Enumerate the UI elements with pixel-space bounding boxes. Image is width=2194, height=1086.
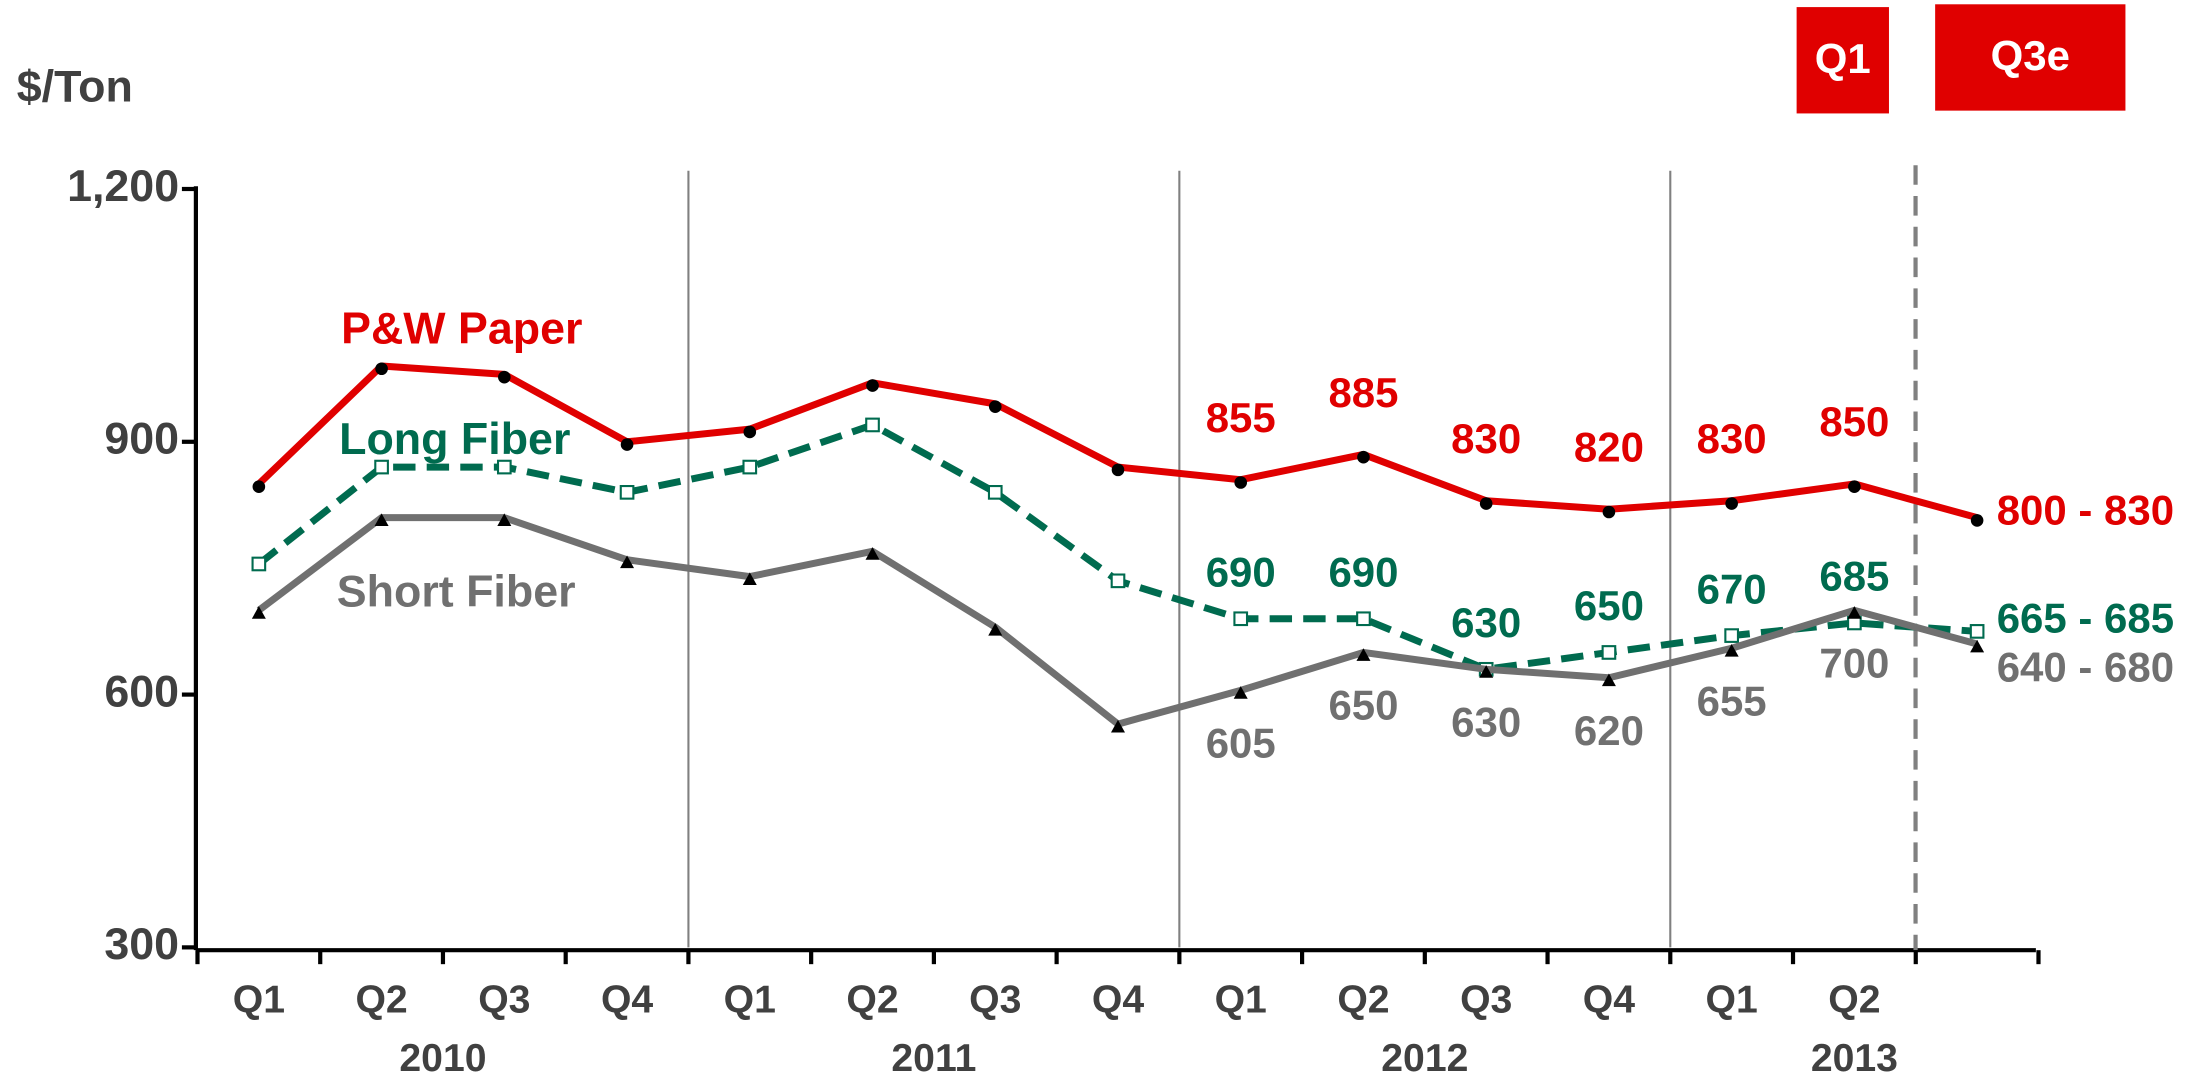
marker — [742, 572, 757, 586]
marker — [1725, 497, 1738, 510]
marker — [1724, 628, 1739, 643]
x-tick-label: Q4 — [1583, 978, 1635, 1021]
range-label: 800 - 830 — [1997, 487, 2174, 534]
series-name: P&W Paper — [341, 304, 582, 354]
range-label: 665 - 685 — [1997, 594, 2174, 641]
y-tick-label: 900 — [104, 414, 179, 464]
data-label: 630 — [1451, 698, 1521, 745]
annotation-box — [1796, 7, 1889, 114]
marker — [866, 379, 879, 392]
data-label: 670 — [1697, 565, 1767, 612]
data-label: 850 — [1819, 398, 1889, 445]
year-label: 2012 — [1381, 1037, 1468, 1080]
marker — [251, 606, 266, 619]
series-name: Short Fiber — [337, 567, 576, 617]
series-name: Long Fiber — [339, 414, 570, 464]
data-label: 830 — [1451, 415, 1521, 462]
marker — [1233, 611, 1249, 627]
range-label: 640 - 680 — [1997, 643, 2174, 690]
x-tick-label: Q2 — [1828, 978, 1880, 1021]
marker — [1970, 514, 1984, 527]
x-tick-label: Q1 — [233, 978, 285, 1021]
marker — [374, 459, 389, 475]
y-tick-label: 600 — [104, 666, 179, 716]
year-label: 2011 — [891, 1037, 976, 1080]
marker — [988, 400, 1002, 413]
marker — [987, 485, 1003, 500]
data-label: 605 — [1206, 719, 1276, 766]
marker — [1479, 665, 1494, 678]
y-tick-label: 1,200 — [67, 161, 179, 211]
marker — [498, 370, 511, 384]
data-label: 650 — [1328, 682, 1398, 729]
marker — [1601, 645, 1617, 660]
data-label: 820 — [1574, 424, 1644, 471]
marker — [1724, 644, 1739, 657]
marker — [1602, 505, 1616, 519]
y-tick-label: 300 — [104, 919, 179, 969]
year-label: 2010 — [399, 1037, 486, 1080]
data-label: 650 — [1574, 582, 1644, 629]
x-tick-label: Q1 — [724, 978, 776, 1021]
marker — [374, 513, 389, 527]
marker — [1356, 611, 1371, 627]
x-tick-label: Q2 — [846, 978, 898, 1021]
marker — [496, 459, 512, 475]
data-label: 690 — [1206, 548, 1276, 595]
marker — [497, 513, 512, 527]
x-tick-label: Q3 — [969, 978, 1021, 1021]
marker — [1970, 639, 1985, 653]
marker — [1233, 686, 1248, 699]
data-label: 655 — [1697, 677, 1767, 724]
data-label: 700 — [1819, 639, 1889, 686]
x-tick-label: Q3 — [478, 978, 530, 1021]
marker — [1234, 476, 1248, 489]
marker — [1111, 463, 1125, 477]
annotation: Q3e — [1991, 32, 2070, 79]
marker — [865, 417, 880, 433]
marker — [1601, 673, 1616, 687]
data-label: 630 — [1451, 599, 1521, 646]
data-label: 685 — [1819, 553, 1889, 600]
y-axis-label: $/Ton — [17, 61, 133, 111]
marker — [252, 480, 266, 494]
x-tick-label: Q1 — [1215, 978, 1267, 1021]
marker — [620, 438, 634, 451]
marker — [1848, 480, 1861, 494]
marker — [1110, 719, 1125, 733]
data-label: 855 — [1206, 394, 1276, 441]
marker — [1847, 606, 1862, 619]
data-label: 830 — [1697, 415, 1767, 462]
marker — [1110, 573, 1126, 589]
marker — [1969, 624, 1985, 639]
marker — [619, 485, 635, 500]
marker — [375, 362, 388, 376]
marker — [1357, 450, 1370, 464]
year-label: 2013 — [1811, 1037, 1898, 1080]
marker — [742, 459, 758, 475]
marker — [251, 556, 267, 572]
x-tick-label: Q4 — [1092, 978, 1144, 1021]
x-tick-label: Q2 — [355, 978, 407, 1021]
marker — [865, 547, 880, 560]
annotation-box — [1935, 4, 2126, 111]
marker — [988, 622, 1003, 636]
marker — [743, 425, 757, 439]
x-tick-label: Q1 — [1706, 978, 1758, 1021]
x-tick-label: Q2 — [1337, 978, 1389, 1021]
data-label: 690 — [1328, 548, 1398, 595]
x-tick-label: Q3 — [1460, 978, 1512, 1021]
marker — [620, 555, 635, 569]
x-tick-label: Q4 — [601, 978, 653, 1021]
marker — [1356, 648, 1371, 661]
annotation: Q1 — [1815, 35, 1871, 82]
data-label: 885 — [1328, 369, 1398, 416]
marker — [1479, 497, 1493, 510]
data-label: 620 — [1574, 707, 1644, 754]
